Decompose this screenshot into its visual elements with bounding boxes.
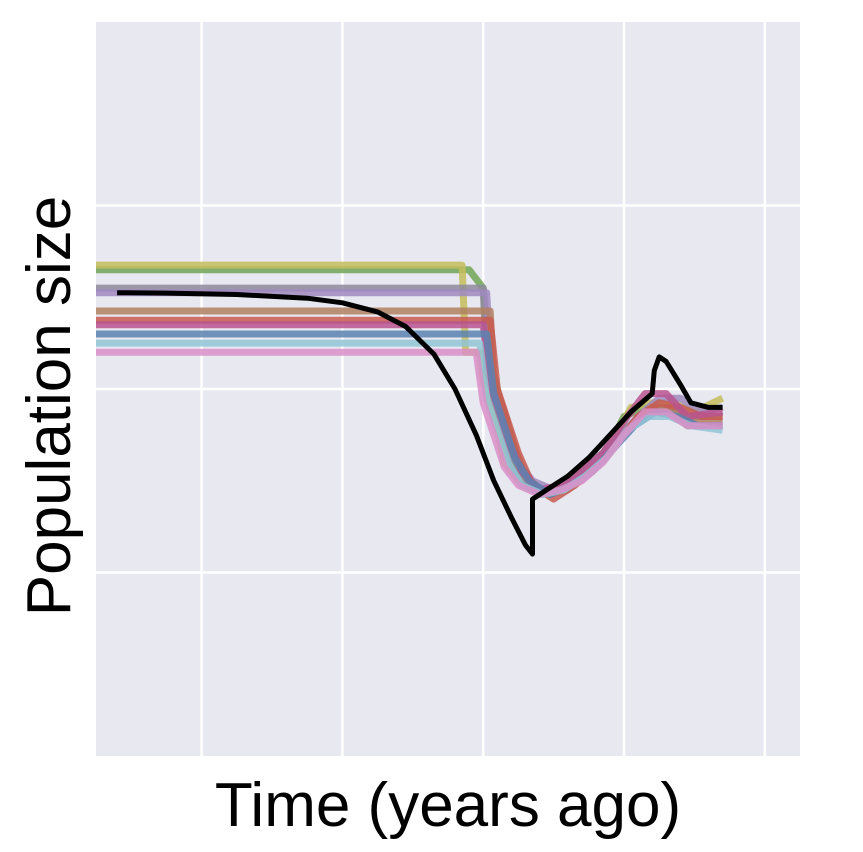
series-layer <box>96 261 725 557</box>
x-axis-label: Time (years ago) <box>215 771 681 840</box>
series-line-10 <box>96 348 723 498</box>
y-axis-label: Population size <box>15 196 84 617</box>
series-line-average <box>117 290 723 557</box>
